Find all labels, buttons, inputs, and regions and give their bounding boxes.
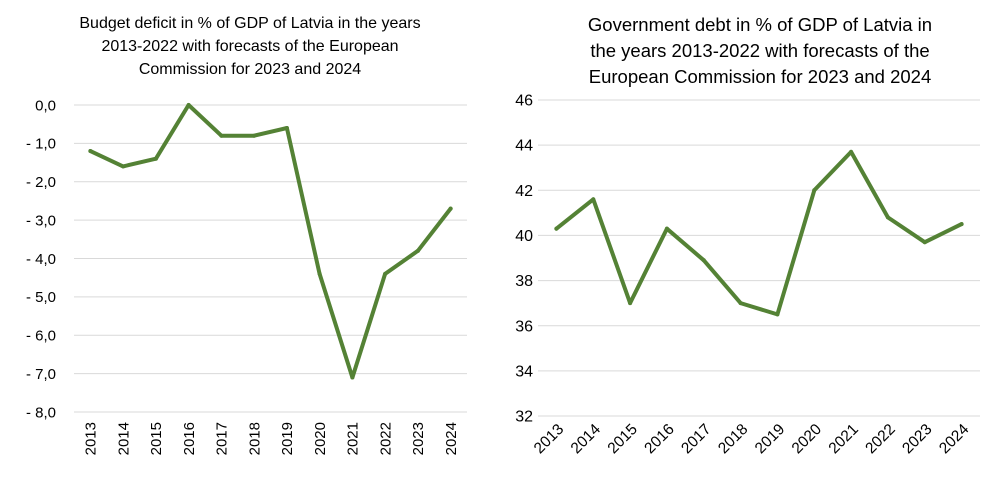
x-tick-label: 2022 xyxy=(377,422,394,455)
y-tick-label: - 7,0 xyxy=(26,366,56,383)
data-point xyxy=(350,375,355,380)
data-point xyxy=(738,301,743,306)
y-tick-label: 46 xyxy=(515,93,533,110)
y-tick-label: - 1,0 xyxy=(26,136,56,153)
y-tick-label: 32 xyxy=(515,409,533,426)
x-tick-label: 2017 xyxy=(678,421,714,457)
x-tick-label: 2021 xyxy=(345,422,362,455)
data-point xyxy=(701,258,706,263)
x-tick-label: 2018 xyxy=(715,421,751,457)
data-point xyxy=(88,149,93,154)
data-point xyxy=(153,156,158,161)
data-point xyxy=(415,248,420,253)
data-point xyxy=(849,149,854,154)
data-point xyxy=(554,226,559,231)
y-tick-label: 0,0 xyxy=(35,97,56,114)
data-point xyxy=(121,164,126,169)
x-tick-label: 2015 xyxy=(148,422,165,455)
x-tick-label: 2016 xyxy=(181,422,198,455)
x-tick-label: 2022 xyxy=(862,421,898,457)
x-tick-label: 2019 xyxy=(752,421,788,457)
y-tick-label: - 2,0 xyxy=(26,174,56,191)
data-point xyxy=(591,197,596,202)
x-tick-label: 2024 xyxy=(936,421,973,458)
y-tick-label: - 5,0 xyxy=(26,289,56,306)
chart-title: Budget deficit in % of GDP of Latvia in … xyxy=(79,15,421,78)
y-tick-label: 34 xyxy=(515,363,533,380)
data-point xyxy=(186,103,191,107)
data-point xyxy=(775,312,780,317)
x-tick-label: 2014 xyxy=(115,422,132,455)
data-point xyxy=(252,133,257,138)
chart-title: Government debt in % of GDP of Latvia in… xyxy=(587,14,933,87)
data-point xyxy=(448,206,453,211)
y-tick-label: 44 xyxy=(515,138,533,155)
x-tick-label: 2019 xyxy=(279,422,296,455)
x-tick-label: 2021 xyxy=(826,421,862,457)
y-tick-label: - 8,0 xyxy=(26,404,56,421)
y-tick-label: 40 xyxy=(515,228,533,245)
data-point xyxy=(664,226,669,231)
x-tick-label: 2014 xyxy=(568,421,605,458)
data-point xyxy=(959,222,964,227)
data-point xyxy=(812,188,817,193)
x-tick-label: 2020 xyxy=(312,422,329,455)
x-tick-label: 2015 xyxy=(605,421,641,457)
budget-deficit-chart: Budget deficit in % of GDP of Latvia in … xyxy=(26,15,467,455)
x-tick-label: 2013 xyxy=(83,422,100,455)
x-tick-label: 2023 xyxy=(410,422,427,455)
x-tick-label: 2018 xyxy=(246,422,263,455)
data-point xyxy=(284,126,289,131)
data-point xyxy=(219,133,224,138)
x-tick-label: 2023 xyxy=(899,421,935,457)
data-point xyxy=(383,271,388,276)
data-point xyxy=(317,271,322,276)
x-tick-label: 2016 xyxy=(641,421,677,457)
x-tick-label: 2017 xyxy=(214,422,231,455)
y-tick-label: 36 xyxy=(515,318,533,335)
x-tick-label: 2013 xyxy=(531,421,567,457)
y-tick-label: - 4,0 xyxy=(26,251,56,268)
y-tick-label: 42 xyxy=(515,183,533,200)
y-tick-label: - 3,0 xyxy=(26,212,56,229)
y-tick-label: - 6,0 xyxy=(26,328,56,345)
data-point xyxy=(922,240,927,245)
data-point xyxy=(628,301,633,306)
budget-deficit-plot: 0,0 - 1,0 - 2,0 - 3,0 - 4,0 - 5,0 - 6,0 - 7,0 - … xyxy=(26,97,467,455)
y-tick-label: 38 xyxy=(515,273,533,290)
data-point xyxy=(885,215,890,220)
series-line xyxy=(88,103,453,380)
x-tick-label: 2024 xyxy=(443,422,460,455)
x-tick-label: 2020 xyxy=(789,421,826,458)
government-debt-chart: Government debt in % of GDP of Latvia in… xyxy=(500,0,999,486)
series-line xyxy=(554,149,964,317)
